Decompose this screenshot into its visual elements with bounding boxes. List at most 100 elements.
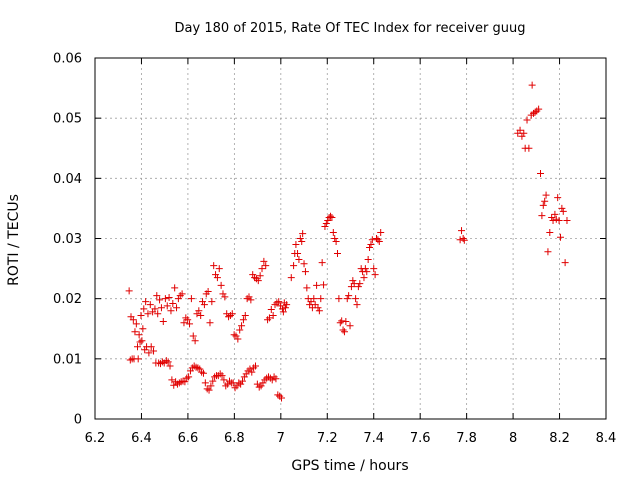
- data-point: [528, 81, 536, 89]
- data-point: [364, 256, 372, 264]
- data-point: [237, 380, 245, 388]
- data-point: [270, 373, 278, 381]
- data-point: [146, 301, 154, 309]
- data-point: [187, 295, 195, 303]
- x-tick-label: 7.4: [363, 431, 384, 446]
- data-point: [257, 382, 265, 390]
- data-point: [549, 216, 557, 224]
- data-point: [278, 394, 286, 402]
- x-tick-label: 6.2: [85, 431, 106, 446]
- data-point: [371, 271, 379, 279]
- data-point: [245, 293, 253, 301]
- data-point: [157, 304, 165, 312]
- data-point: [360, 274, 368, 282]
- data-point: [535, 105, 543, 113]
- data-point: [246, 365, 254, 373]
- data-point: [189, 332, 197, 340]
- y-tick-label: 0.02: [53, 292, 82, 307]
- data-point: [268, 376, 276, 384]
- data-point: [178, 290, 186, 298]
- data-point: [551, 210, 559, 218]
- y-tick-label: 0: [74, 413, 82, 428]
- data-point: [219, 290, 227, 298]
- data-point: [168, 376, 176, 384]
- data-point: [292, 241, 300, 249]
- data-point: [320, 281, 328, 289]
- data-point: [138, 337, 146, 345]
- data-point: [303, 284, 311, 292]
- data-point: [157, 360, 165, 368]
- data-point: [240, 373, 248, 381]
- y-tick-labels: 0 0.01 0.02 0.03 0.04 0.05 0.06: [53, 52, 82, 428]
- data-point: [283, 301, 291, 309]
- data-point: [220, 376, 228, 384]
- data-point: [183, 374, 191, 382]
- x-tick-label: 6.6: [178, 431, 199, 446]
- data-point: [211, 373, 219, 381]
- data-point: [265, 314, 273, 322]
- data-point: [548, 213, 556, 221]
- data-point: [363, 268, 371, 276]
- data-point: [366, 244, 374, 252]
- data-point: [182, 314, 190, 322]
- data-point: [212, 271, 220, 279]
- data-point: [329, 228, 337, 236]
- data-point: [232, 332, 240, 340]
- data-point: [154, 310, 162, 318]
- data-point: [541, 197, 549, 205]
- data-point: [186, 320, 194, 328]
- x-tick-label: 8.2: [549, 431, 570, 446]
- x-axis-label: GPS time / hours: [291, 458, 408, 474]
- data-point: [209, 377, 217, 385]
- data-point: [332, 238, 340, 246]
- data-point: [234, 335, 242, 343]
- data-point: [559, 207, 567, 215]
- data-point: [520, 129, 528, 137]
- data-point: [370, 265, 378, 273]
- data-point: [222, 382, 230, 390]
- data-point: [256, 272, 264, 280]
- data-point: [198, 368, 206, 376]
- data-point: [314, 304, 322, 312]
- data-point: [279, 308, 287, 316]
- data-point: [195, 307, 203, 315]
- data-point: [251, 274, 259, 282]
- data-point: [276, 392, 284, 400]
- data-point: [544, 248, 552, 256]
- data-point: [134, 355, 142, 363]
- data-point: [361, 265, 369, 273]
- data-point: [174, 295, 182, 303]
- data-point: [258, 265, 266, 273]
- data-point: [281, 304, 289, 312]
- data-point: [185, 373, 193, 381]
- data-point: [340, 328, 348, 336]
- data-point: [242, 370, 250, 378]
- data-point: [269, 312, 277, 320]
- data-point: [294, 250, 302, 258]
- data-point: [231, 384, 239, 392]
- data-point: [208, 298, 216, 306]
- data-point: [300, 260, 308, 268]
- data-point: [173, 304, 181, 312]
- data-point: [238, 322, 246, 330]
- data-point: [213, 274, 221, 282]
- x-tick-label: 8: [509, 431, 517, 446]
- data-point: [248, 368, 256, 376]
- data-point: [345, 292, 353, 300]
- data-point: [228, 310, 236, 318]
- data-point: [295, 256, 303, 264]
- data-point: [296, 235, 304, 242]
- data-point: [139, 325, 147, 333]
- y-tick-label: 0.05: [53, 112, 82, 127]
- y-axis-label: ROTI / TECUs: [6, 194, 22, 286]
- y-tick-label: 0.01: [53, 352, 82, 367]
- data-point: [200, 301, 208, 309]
- data-point: [204, 287, 212, 295]
- data-point: [225, 377, 233, 385]
- data-point: [171, 284, 179, 292]
- data-point: [216, 370, 224, 378]
- data-point: [225, 313, 233, 321]
- grid-lines: [95, 58, 606, 419]
- data-point: [192, 363, 200, 371]
